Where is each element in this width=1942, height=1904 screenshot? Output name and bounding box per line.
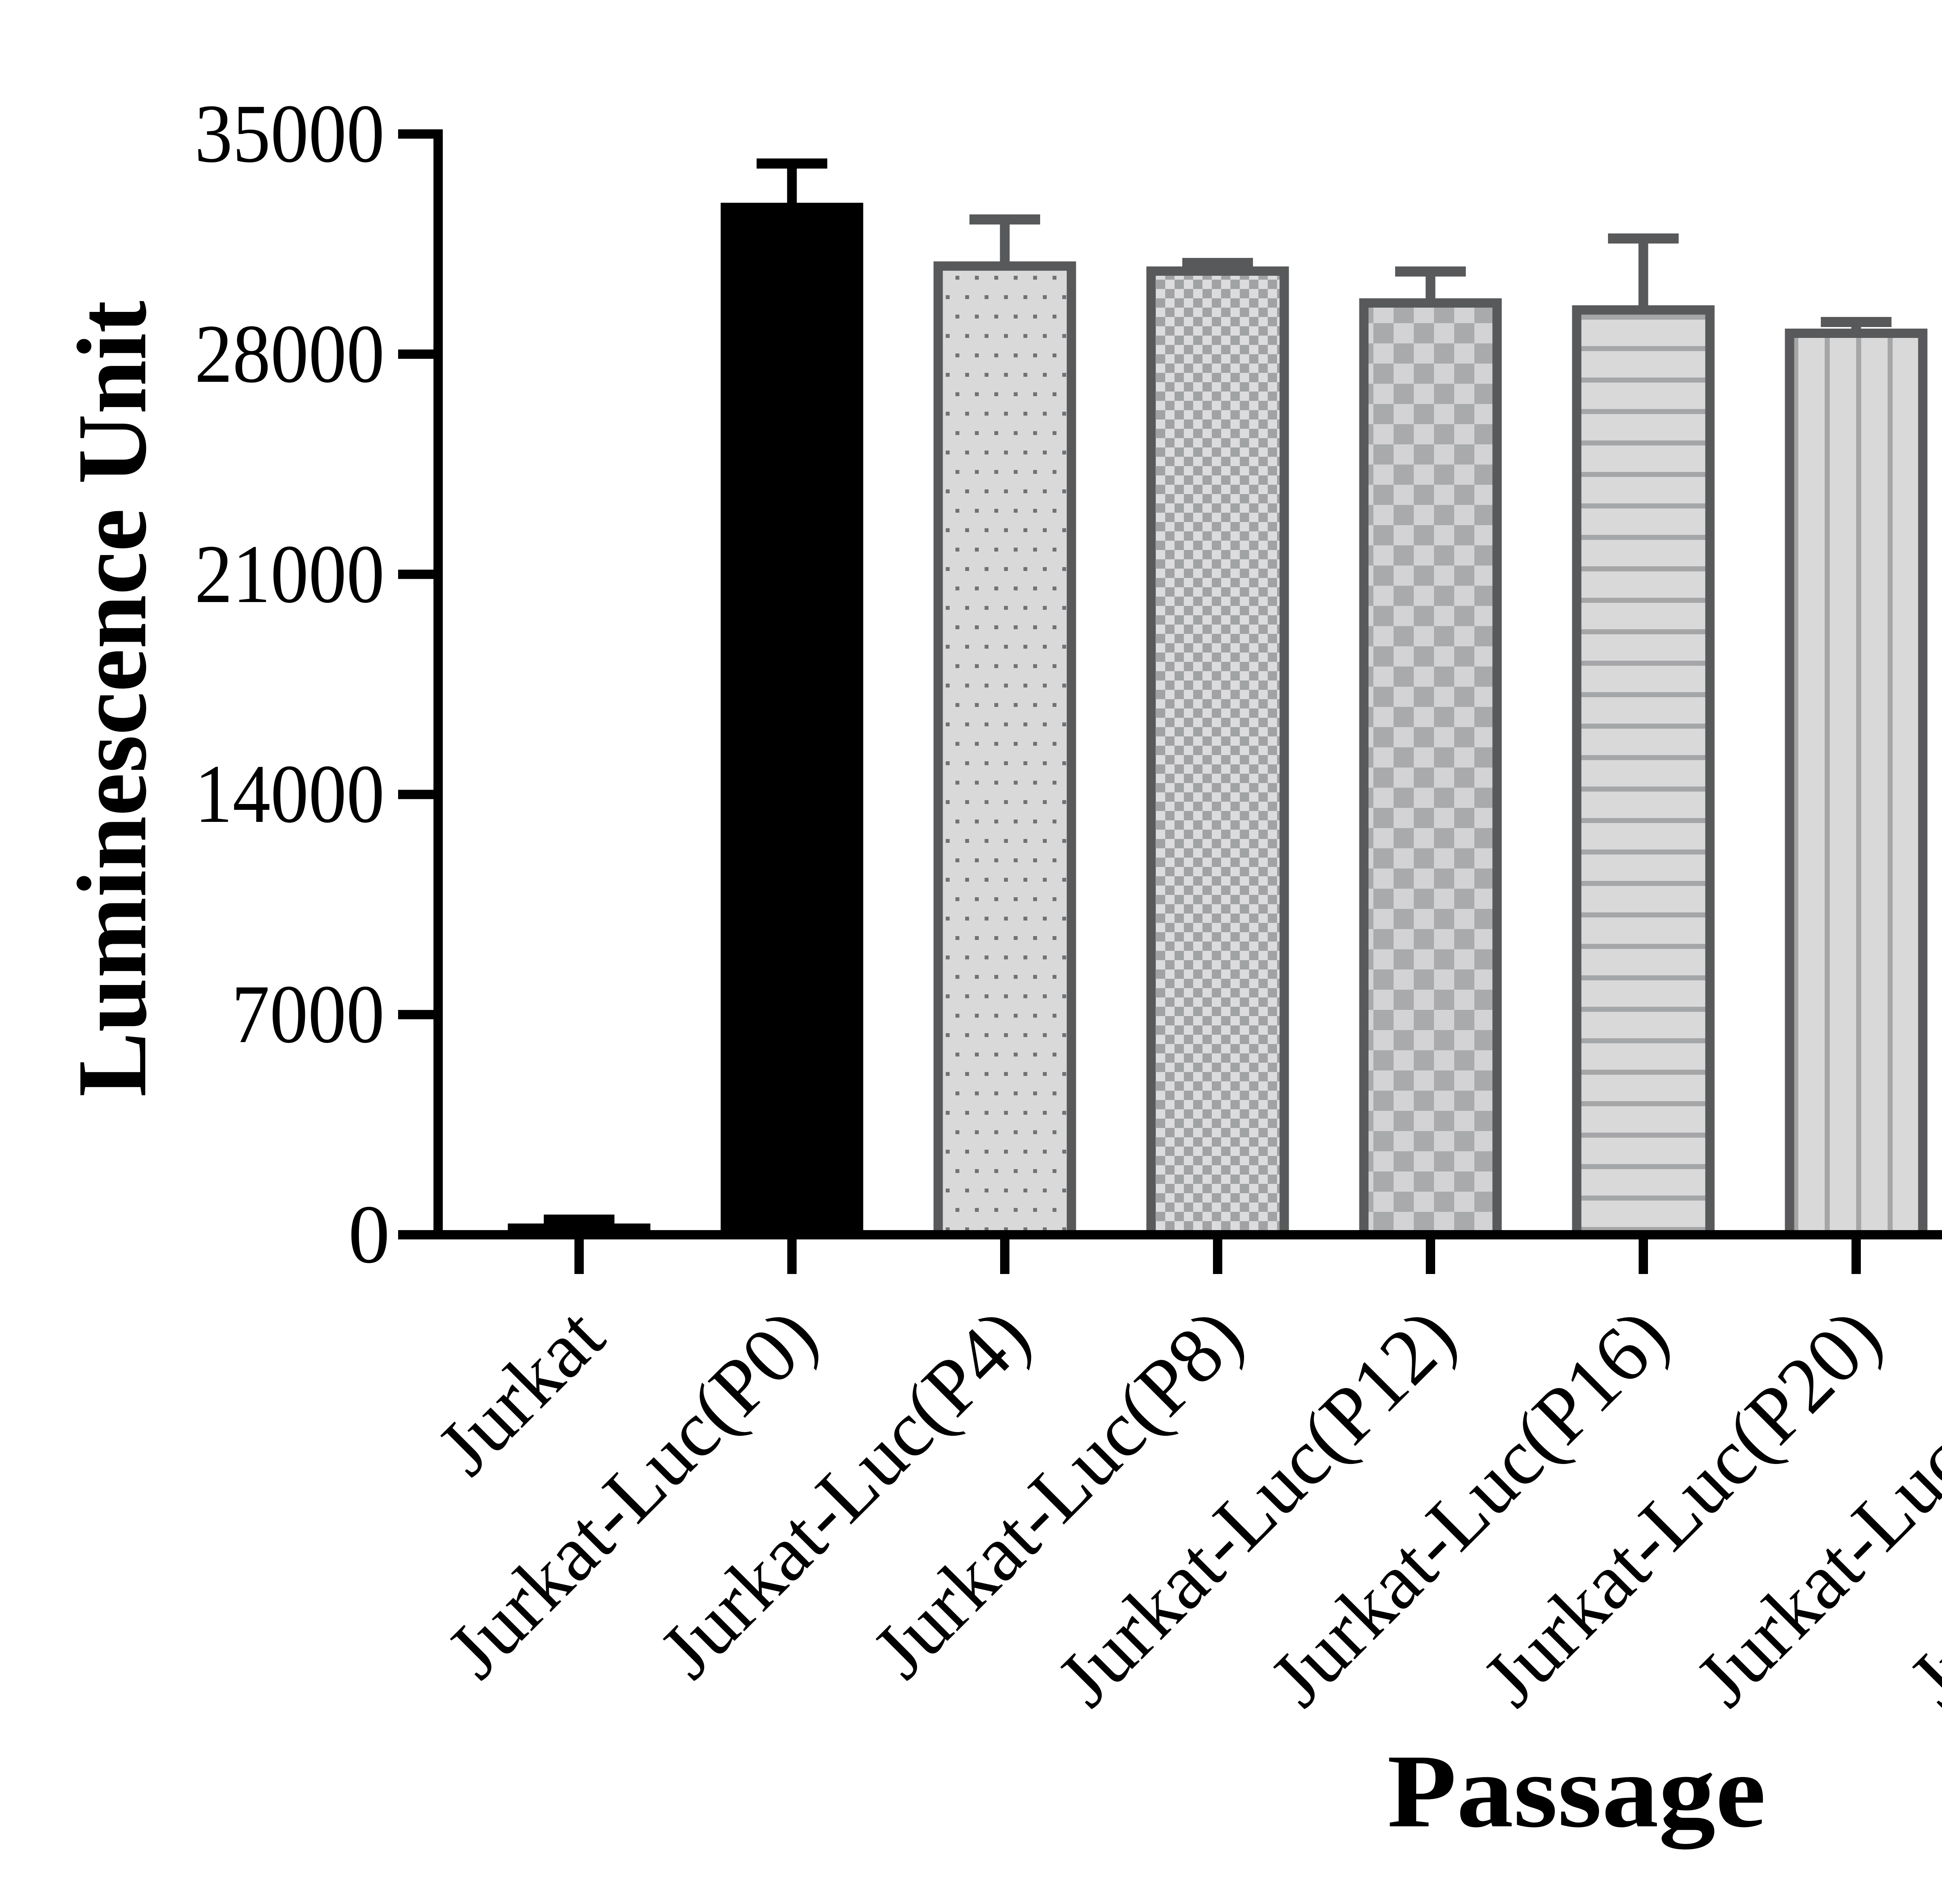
svg-text:14000: 14000: [195, 747, 385, 840]
svg-text:28000: 28000: [195, 307, 385, 400]
svg-text:35000: 35000: [195, 87, 385, 180]
svg-text:21000: 21000: [195, 527, 385, 620]
svg-text:0: 0: [348, 1188, 390, 1281]
svg-text:7000: 7000: [231, 968, 385, 1060]
svg-text:Passage: Passage: [1387, 1733, 1766, 1851]
svg-text:Luminescence Unit: Luminescence Unit: [57, 301, 167, 1097]
